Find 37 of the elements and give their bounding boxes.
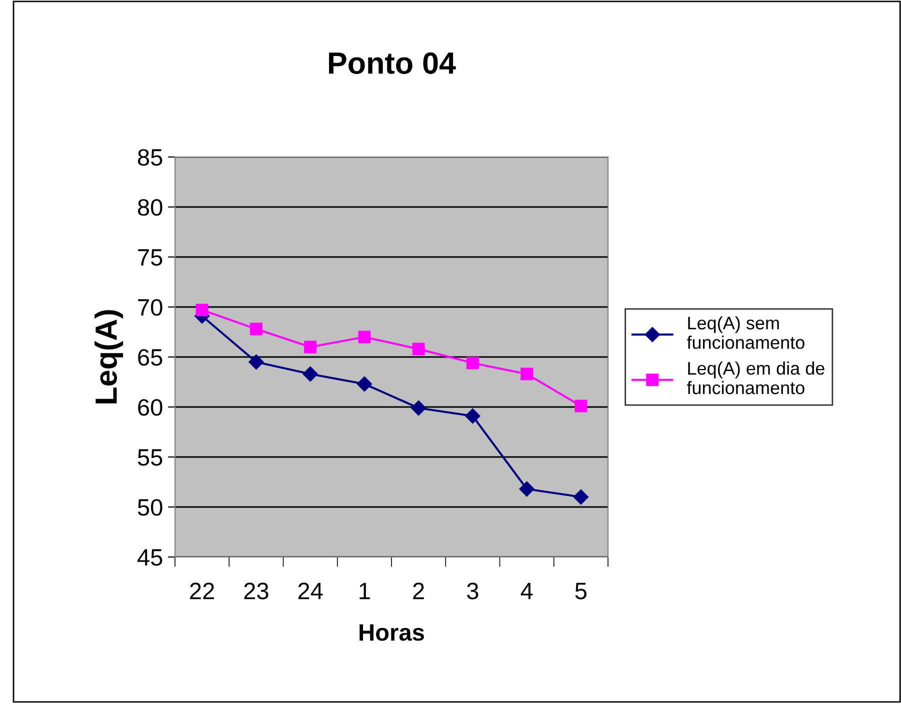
point xyxy=(304,340,317,354)
point xyxy=(574,400,588,412)
point xyxy=(412,342,425,356)
x-tick-label: 3 xyxy=(467,582,478,600)
chart-title: Ponto 04 xyxy=(329,52,456,74)
point xyxy=(465,408,480,424)
x-tick-label: 4 xyxy=(520,582,533,600)
point xyxy=(520,368,534,380)
y-tick-label: 70 xyxy=(138,299,162,316)
point xyxy=(302,366,318,382)
point xyxy=(196,304,208,316)
point xyxy=(466,356,479,370)
y-tick-label: 50 xyxy=(138,499,162,516)
point xyxy=(573,489,589,505)
x-tick-label: 23 xyxy=(244,582,268,600)
point xyxy=(410,400,426,416)
y-tick-label: 75 xyxy=(138,249,162,266)
x-axis-title: Horas xyxy=(360,624,424,641)
point xyxy=(519,481,534,497)
point xyxy=(356,376,372,392)
x-tick-label: 5 xyxy=(575,582,587,600)
point xyxy=(358,330,371,344)
point xyxy=(248,354,264,370)
legend-label: Leq(A) sem funcionamento xyxy=(686,316,804,349)
y-tick-label: 45 xyxy=(137,549,162,566)
point xyxy=(250,322,262,336)
y-tick-label: 85 xyxy=(138,149,162,166)
y-axis-title: Leq(A) xyxy=(94,310,124,404)
x-tick-label: 22 xyxy=(190,582,214,600)
x-tick-label: 1 xyxy=(360,582,370,600)
y-tick-label: 65 xyxy=(138,349,162,366)
y-tick-label: 55 xyxy=(138,449,162,466)
legend-label: Leq(A) em dia de funcionamento xyxy=(686,362,824,394)
y-tick-label: 80 xyxy=(138,199,162,216)
x-tick-label: 24 xyxy=(298,582,323,600)
x-tick-label: 2 xyxy=(413,582,424,600)
y-tick-label: 60 xyxy=(138,399,162,416)
